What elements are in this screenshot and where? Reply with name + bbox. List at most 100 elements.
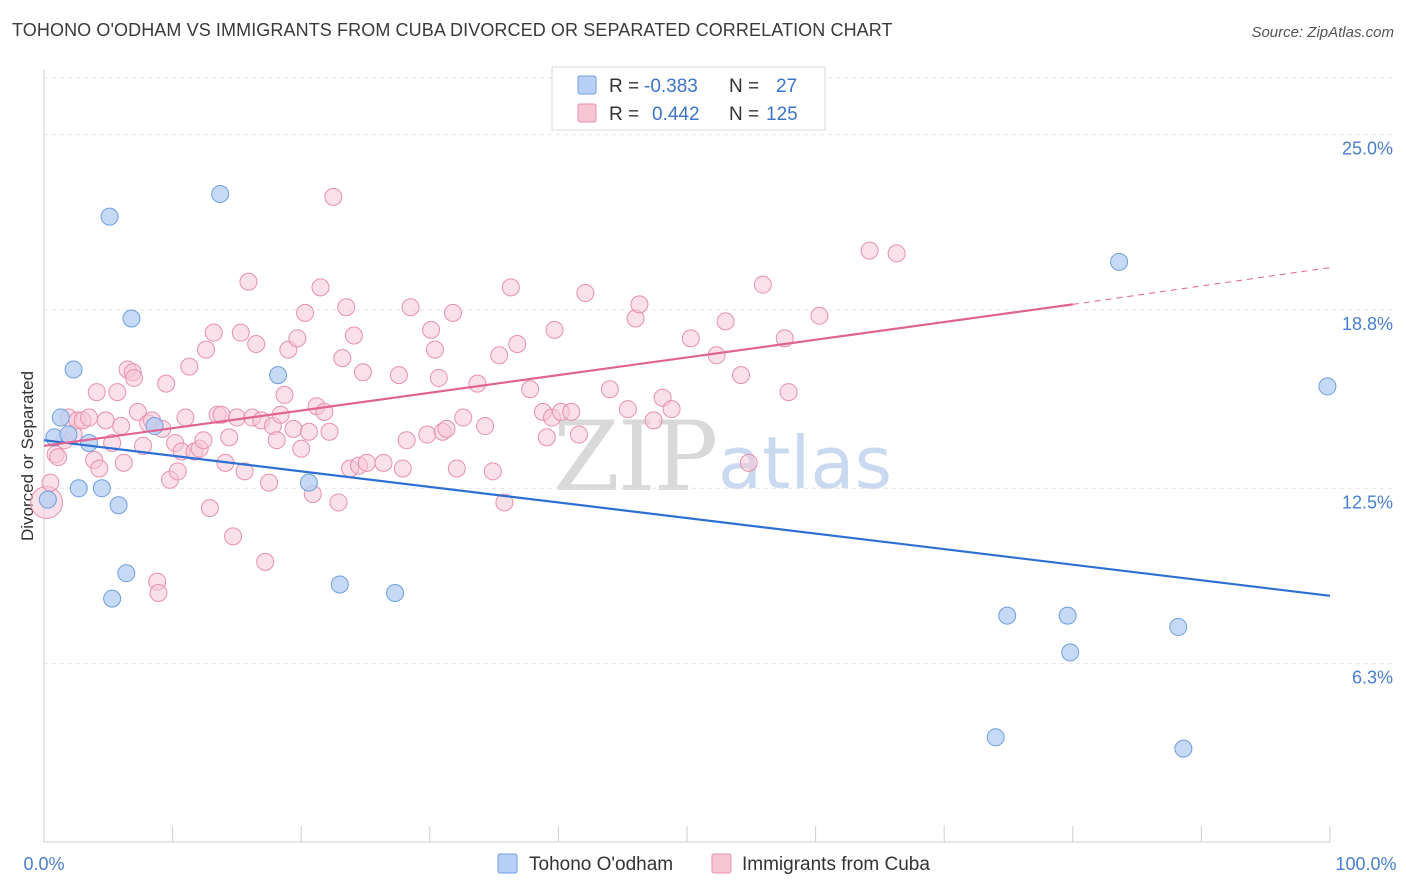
tohono-point	[64, 360, 83, 379]
tohono-point	[211, 185, 230, 204]
tohono-point	[986, 728, 1005, 747]
legend-n-label-1: N =	[729, 104, 759, 125]
tohono-point	[109, 496, 128, 515]
cuba-point	[204, 323, 223, 342]
cuba-trend-extension	[1072, 267, 1331, 305]
cuba-point	[197, 340, 216, 359]
cuba-point	[476, 417, 495, 436]
cuba-point	[374, 453, 393, 472]
x-ticks	[43, 826, 1331, 842]
cuba-point	[397, 431, 416, 450]
cuba-point	[108, 383, 127, 402]
chart-title: TOHONO O'ODHAM VS IMMIGRANTS FROM CUBA D…	[12, 20, 893, 40]
series-tohono-points	[38, 185, 1337, 758]
cuba-point	[508, 334, 527, 353]
cuba-point	[149, 583, 168, 602]
series-legend: Tohono O'odham Immigrants from Cuba	[497, 853, 930, 875]
cuba-point	[537, 428, 556, 447]
cuba-point	[860, 241, 879, 260]
tohono-point	[1061, 643, 1080, 662]
cuba-trend-line	[43, 303, 1073, 447]
tohono-point	[117, 564, 136, 583]
cuba-point	[732, 366, 751, 385]
tohono-point	[122, 309, 141, 328]
tohono-point	[59, 425, 78, 444]
cuba-point	[495, 493, 514, 512]
cuba-point	[644, 411, 663, 430]
cuba-point	[41, 473, 60, 492]
tohono-point	[103, 589, 122, 608]
gridlines	[44, 77, 1392, 665]
tohono-point	[269, 366, 288, 385]
tohono-trend-line	[43, 439, 1331, 597]
cuba-point	[401, 298, 420, 317]
cuba-point	[716, 312, 735, 331]
cuba-point	[87, 383, 106, 402]
x-tick-label-1: 100.0%	[1335, 854, 1396, 874]
cuba-point	[490, 346, 509, 365]
cuba-point	[707, 346, 726, 365]
tohono-point	[80, 434, 99, 453]
legend-swatch-pink	[577, 103, 597, 123]
cuba-point	[112, 417, 131, 436]
legend-r-value-0: -0.383	[644, 76, 698, 97]
cuba-point	[324, 187, 343, 206]
cuba-point	[779, 383, 798, 402]
cuba-point	[357, 453, 376, 472]
bottom-legend-label-0: Tohono O'odham	[529, 854, 673, 875]
cuba-point	[600, 380, 619, 399]
cuba-point	[299, 422, 318, 441]
tohono-point	[38, 490, 57, 509]
cuba-point	[393, 459, 412, 478]
cuba-point	[176, 408, 195, 427]
cuba-point	[569, 425, 588, 444]
cuba-point	[296, 303, 315, 322]
cuba-point	[468, 374, 487, 393]
cuba-point	[267, 431, 286, 450]
cuba-point	[180, 357, 199, 376]
tohono-point	[1110, 252, 1129, 271]
cuba-point	[96, 411, 115, 430]
cuba-point	[739, 453, 758, 472]
cuba-point	[114, 453, 133, 472]
legend-n-label-0: N =	[729, 76, 759, 97]
cuba-point	[224, 527, 243, 546]
tohono-point	[330, 575, 349, 594]
cuba-point	[231, 323, 250, 342]
tohono-point	[1318, 377, 1337, 396]
bottom-legend-swatch-pink	[711, 853, 732, 874]
y-tick-label: 18.8%	[1342, 314, 1393, 334]
source-label: Source: ZipAtlas.com	[1251, 24, 1394, 41]
cuba-point	[562, 402, 581, 421]
cuba-point	[681, 329, 700, 348]
cuba-point	[545, 320, 564, 339]
cuba-point	[128, 402, 147, 421]
cuba-point	[454, 408, 473, 427]
cuba-point	[329, 493, 348, 512]
cuba-point	[344, 326, 363, 345]
tohono-point	[1169, 617, 1188, 636]
tohono-point	[1058, 606, 1077, 625]
cuba-point	[157, 374, 176, 393]
watermark-zip: ZIP	[553, 401, 716, 513]
legend-r-label-0: R =	[609, 76, 639, 97]
cuba-point	[90, 459, 109, 478]
cuba-point	[576, 284, 595, 303]
tohono-point	[69, 479, 88, 498]
cuba-point	[284, 419, 303, 438]
y-axis-title: Divorced or Separated	[18, 371, 37, 541]
legend-r-value-1: 0.442	[652, 104, 700, 125]
cuba-point	[662, 400, 681, 419]
cuba-point	[389, 366, 408, 385]
cuba-point	[168, 462, 187, 481]
cuba-point	[501, 278, 520, 297]
cuba-point	[887, 244, 906, 263]
cuba-point	[260, 473, 279, 492]
cuba-point	[618, 400, 637, 419]
tohono-point	[386, 583, 405, 602]
cuba-point	[256, 552, 275, 571]
cuba-point	[235, 462, 254, 481]
legend-n-value-1: 125	[766, 104, 798, 125]
tohono-point	[1174, 739, 1193, 758]
